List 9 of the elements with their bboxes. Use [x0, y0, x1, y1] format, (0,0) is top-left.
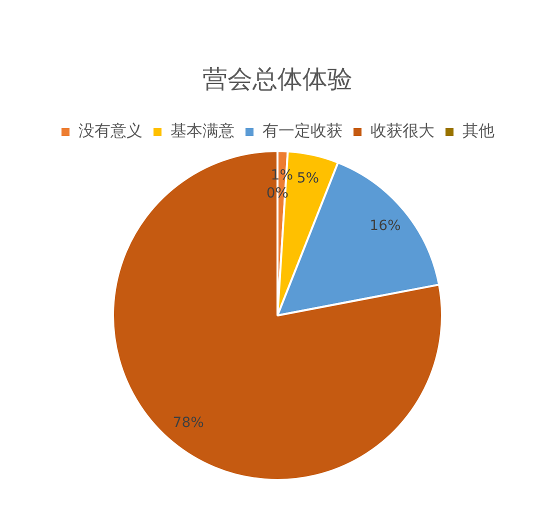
chart-title: 营会总体体验 [202, 64, 352, 94]
data-label: 16% [370, 218, 401, 234]
legend-label: 基本满意 [170, 121, 234, 140]
data-label: 78% [172, 414, 204, 431]
legend-label: 其他 [462, 121, 494, 140]
legend-label: 有一定收获 [262, 121, 342, 140]
legend-label: 没有意义 [78, 121, 142, 140]
legend-label: 收获很大 [370, 121, 434, 140]
data-label: 5% [296, 170, 320, 187]
